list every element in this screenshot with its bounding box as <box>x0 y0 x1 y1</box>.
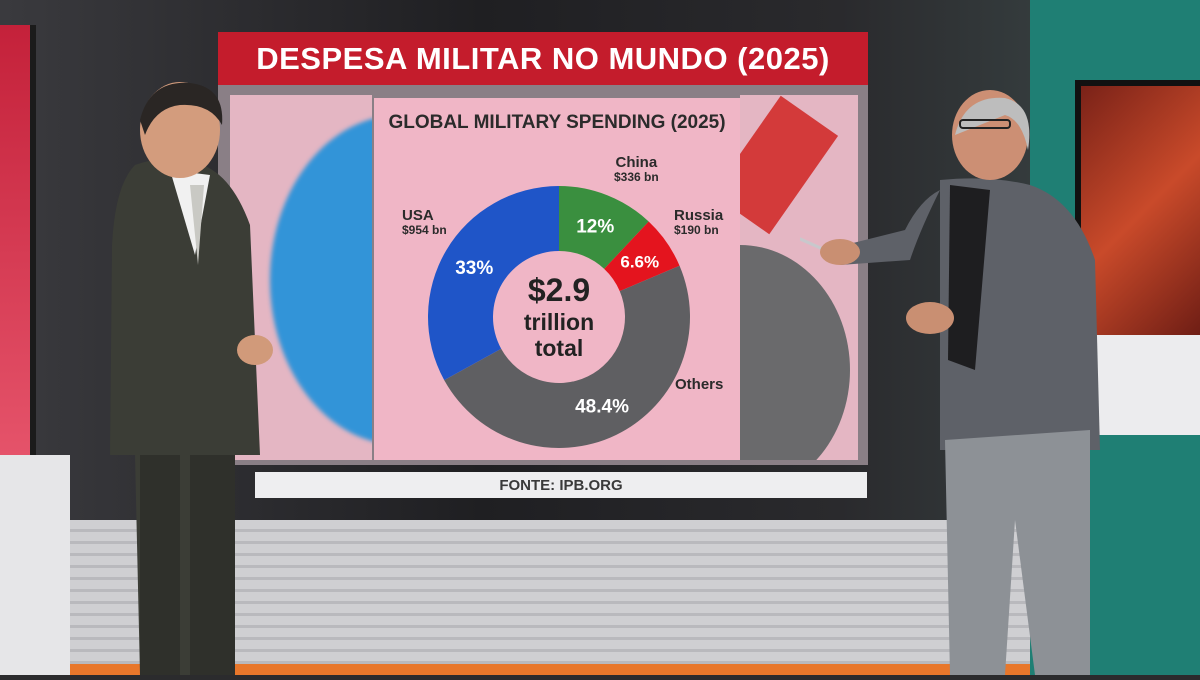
label-others: Others <box>675 377 723 393</box>
source-text: FONTE: IPB.ORG <box>499 476 623 494</box>
donut-center-text-2: total <box>535 335 584 361</box>
chart-title: GLOBAL MILITARY SPENDING (2025) <box>388 112 726 133</box>
presenter-left <box>100 75 290 675</box>
label-china-amount: $336 bn <box>614 169 659 184</box>
label-china-name: China <box>615 154 658 171</box>
right-studio-sign <box>1085 335 1200 435</box>
donut-label-usa: 33% <box>455 258 493 279</box>
video-wall-blurred-right <box>740 95 858 460</box>
presenter-right <box>684 90 1110 675</box>
label-russia-name: Russia <box>674 207 724 224</box>
donut-label-china: 12% <box>576 216 614 237</box>
donut-slice-china <box>559 186 649 269</box>
headline-banner: DESPESA MILITAR NO MUNDO (2025) <box>218 32 868 85</box>
source-bar: FONTE: IPB.ORG <box>255 472 867 498</box>
donut-center-text-1: trillion <box>524 309 594 335</box>
label-usa: USA $954 bn <box>402 208 447 236</box>
label-china: China $336 bn <box>614 155 659 183</box>
left-desk <box>0 455 70 675</box>
label-usa-amount: $954 bn <box>402 222 447 237</box>
label-usa-name: USA <box>402 207 434 224</box>
donut-slice-russia <box>604 221 680 292</box>
left-studio-screen <box>0 25 36 455</box>
donut-slice-others <box>444 265 690 448</box>
donut-label-russia: 6.6% <box>620 253 659 272</box>
floor-edge-strip <box>60 664 1060 675</box>
label-russia: Russia $190 bn <box>674 208 723 236</box>
label-others-name: Others <box>675 376 724 393</box>
label-russia-amount: $190 bn <box>674 222 719 237</box>
presenter-right-figure <box>684 90 1100 675</box>
donut-slice-usa <box>428 186 559 381</box>
chart-panel: GLOBAL MILITARY SPENDING (2025) 12% 6.6% 4… <box>374 98 740 460</box>
donut-label-others: 48.4% <box>575 397 629 418</box>
donut-center-text-0: $2.9 <box>528 272 590 308</box>
presenter-left-figure <box>110 82 273 675</box>
headline-title: DESPESA MILITAR NO MUNDO (2025) <box>256 40 830 76</box>
